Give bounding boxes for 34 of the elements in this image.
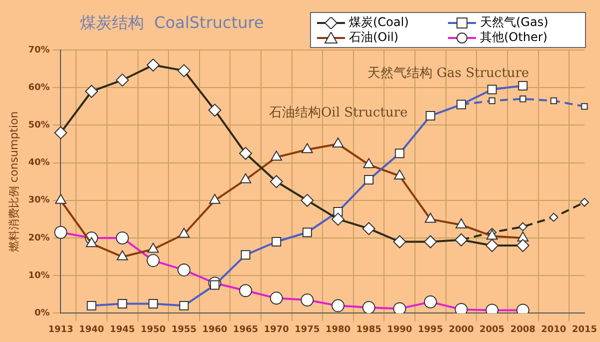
x-tick-label: 2015 — [572, 324, 598, 335]
annotation: 石油结构Oil Structure — [269, 106, 408, 121]
x-tick-label: 1990 — [387, 324, 412, 335]
x-tick-label: 1975 — [294, 324, 320, 335]
y-tick-label: 20% — [28, 233, 50, 244]
x-tick-label: 1970 — [264, 324, 289, 335]
legend-label: 石油(Oil) — [348, 30, 400, 45]
x-tick-label: 1950 — [140, 324, 166, 335]
y-tick-label: 50% — [28, 120, 50, 131]
x-tick-label: 1955 — [171, 324, 197, 335]
y-tick-label: 70% — [28, 45, 50, 56]
x-tick-label: 1913 — [48, 324, 74, 335]
x-tick-label: 1980 — [325, 324, 351, 335]
x-tick-label: 1985 — [356, 324, 382, 335]
y-tick-label: 0% — [34, 308, 50, 319]
chart-title: 煤炭结构 CoalStructure — [80, 13, 264, 32]
x-tick-label: 1995 — [418, 324, 443, 335]
legend-label: 煤炭(Coal) — [348, 15, 410, 30]
y-tick-label: 40% — [28, 158, 50, 168]
legend-label: 其他(Other) — [479, 30, 548, 45]
y-axis-title: 燃料消费比例 consumption — [7, 111, 20, 252]
y-tick-label: 10% — [28, 270, 50, 281]
annotation: 天然气结构 Gas Structure — [368, 66, 530, 82]
x-tick-label: 2005 — [480, 324, 505, 335]
y-tick-label: 30% — [28, 196, 50, 206]
x-tick-label: 1960 — [202, 324, 228, 335]
x-tick-label: 2008 — [510, 324, 536, 335]
x-tick-label: 1940 — [79, 324, 104, 335]
x-tick-label: 2000 — [448, 324, 474, 335]
y-tick-label: 60% — [28, 82, 50, 93]
legend-label: 天然气(Gas) — [479, 15, 550, 30]
x-tick-label: 1965 — [233, 324, 258, 335]
x-tick-label: 1945 — [110, 324, 135, 335]
x-tick-label: 2010 — [541, 324, 566, 335]
